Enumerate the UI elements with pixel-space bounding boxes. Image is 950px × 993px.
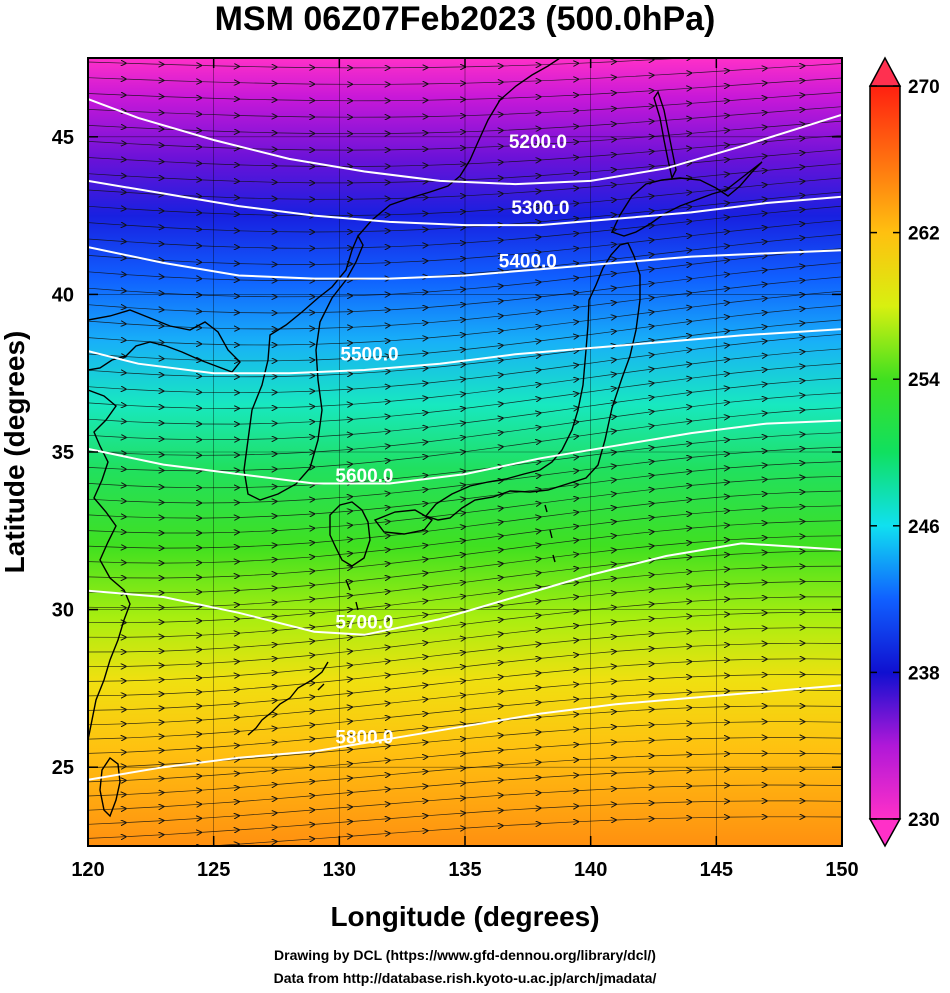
contour-label: 5800.0: [335, 728, 393, 749]
asia-mainland-north-coastline: [357, 58, 561, 237]
contour-line: [88, 246, 842, 280]
credit-drawing: Drawing by DCL (https://www.gfd-dennou.o…: [274, 947, 656, 963]
contour-line: [88, 98, 842, 186]
contour-label: 5200.0: [509, 132, 567, 153]
ryukyu-islands: [247, 579, 359, 736]
japan-hokkaido-coastline: [611, 161, 763, 237]
colorbar-min-arrow: [868, 818, 902, 848]
contour-line: [88, 328, 842, 375]
colorbar-tick-label: 246: [908, 517, 940, 538]
izu-islands: [544, 504, 556, 563]
contour-line: [88, 542, 842, 636]
contour-label: 5700.0: [335, 613, 393, 634]
x-tick-label: 120: [71, 859, 104, 881]
colorbar: 230 238 246 254 262 270: [868, 56, 940, 848]
contour-label: 5300.0: [511, 198, 569, 219]
plot-area: 5200.0 5300.0 5400.0 5500.0 5600.0 5700.0 5800…: [52, 57, 859, 881]
y-tick-label: 40: [52, 284, 74, 306]
contour-label: 5600.0: [335, 466, 393, 487]
x-tick-label: 140: [574, 859, 607, 881]
contour-line: [88, 684, 842, 781]
colorbar-tick-label: 238: [908, 663, 940, 684]
colorbar-tick-label: 254: [908, 370, 940, 391]
colorbar-max-arrow: [868, 56, 902, 87]
contour-label: 5400.0: [499, 252, 557, 273]
colorbar-ticks: 230 238 246 254 262 270: [870, 77, 940, 831]
sakhalin-coastline: [653, 90, 677, 181]
gridlines: [88, 58, 842, 846]
height-contours: 5200.0 5300.0 5400.0 5500.0 5600.0 5700.0 5800…: [88, 98, 842, 781]
taiwan-coastline: [99, 756, 121, 818]
y-axis-label: Latitude (degrees): [0, 331, 30, 574]
colorbar-tick-label: 230: [908, 810, 940, 831]
japan-honshu-coastline: [424, 242, 641, 521]
colorbar-tick-label: 270: [908, 77, 940, 98]
y-tick-label: 45: [52, 127, 74, 149]
x-tick-label: 150: [825, 859, 858, 881]
contour-line: [88, 179, 842, 227]
china-east-coastline: [88, 389, 131, 741]
y-tick-label: 30: [52, 600, 74, 622]
bohai-coastline: [88, 309, 241, 373]
x-tick-label: 145: [700, 859, 733, 881]
contour-label: 5500.0: [340, 345, 398, 366]
colorbar-scale: [869, 85, 901, 820]
x-axis-label: Longitude (degrees): [330, 901, 599, 932]
colorbar-tick-label: 262: [908, 224, 940, 245]
credit-data-source: Data from http://database.rish.kyoto-u.a…: [274, 970, 657, 986]
chart-title: MSM 06Z07Feb2023 (500.0hPa): [215, 0, 716, 38]
x-tick-label: 125: [197, 859, 230, 881]
japan-kyushu-coastline: [329, 501, 371, 567]
x-tick-label: 130: [323, 859, 356, 881]
x-tick-label: 135: [448, 859, 481, 881]
japan-shikoku-coastline: [373, 509, 434, 535]
y-tick-label: 35: [52, 442, 74, 464]
x-axis-ticks: 120 125 130 135 140 145 150: [71, 58, 859, 881]
y-tick-label: 25: [52, 757, 74, 779]
contour-line: [88, 419, 842, 485]
y-axis-ticks: 25 30 35 40 45: [52, 127, 842, 779]
